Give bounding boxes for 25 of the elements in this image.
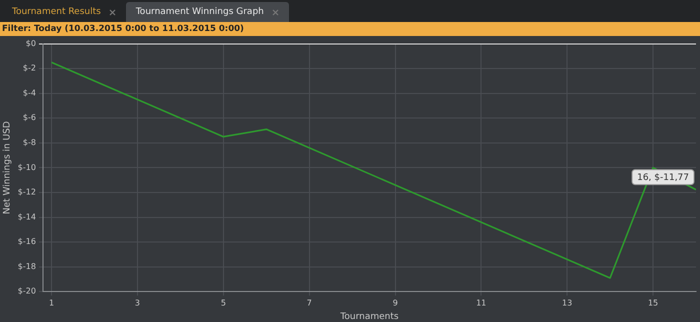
y-tick-label: $-8	[22, 138, 36, 147]
y-tick-label: $-12	[18, 188, 36, 197]
x-tick-label: 15	[648, 298, 658, 308]
x-tick-label: 9	[392, 298, 398, 308]
y-tick-label: $-20	[18, 286, 36, 296]
chart-subtitle: Filter: Today (10.03.2015 0:00 to 11.03.2015 0:00)	[0, 22, 700, 36]
y-tick-label: $-18	[18, 262, 36, 271]
x-axis-title: Tournaments	[339, 312, 399, 322]
y-tick-label: $-10	[18, 162, 36, 172]
y-tick-label: $-14	[18, 212, 36, 222]
y-tick-label: $0	[26, 38, 36, 48]
y-tick-label: $-4	[22, 88, 36, 98]
x-tick-label: 5	[220, 298, 226, 308]
x-tick-label: 1	[49, 298, 54, 308]
text: Tournament Results	[12, 7, 101, 17]
chart-title: Tournament Winnings Graph	[136, 7, 264, 17]
y-tick-label: $-6	[22, 113, 36, 122]
x-tick-label: 7	[306, 298, 312, 308]
x-tick-label: 13	[562, 298, 572, 308]
y-tick-label: $-2	[22, 64, 36, 73]
x-tick-label: 11	[476, 298, 486, 308]
annotation: 16, $-11,77	[637, 172, 690, 183]
y-axis-title: Net Winnings in USD	[2, 121, 13, 214]
x-tick-label: 3	[134, 298, 140, 308]
y-tick-label: $-16	[18, 237, 36, 246]
